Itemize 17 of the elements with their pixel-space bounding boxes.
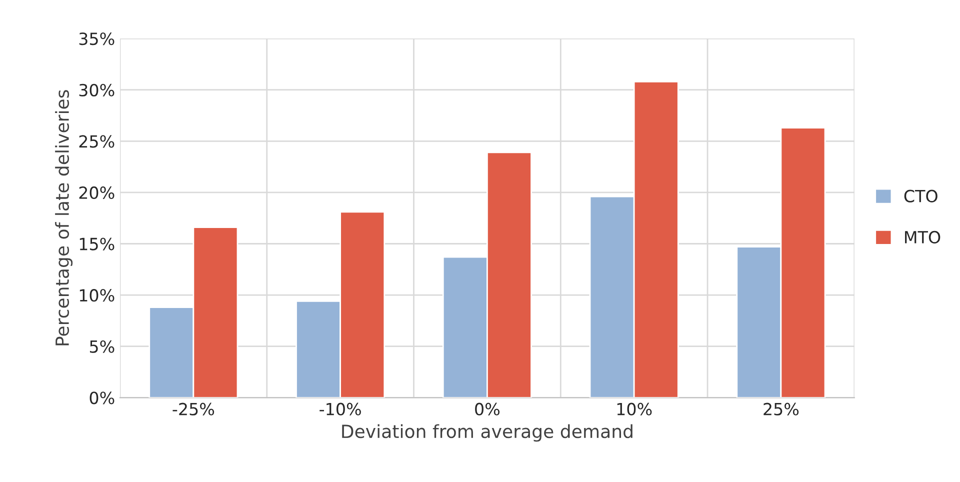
x-tick-label: 25% — [764, 402, 799, 416]
y-tick-label: 0% — [90, 392, 114, 404]
y-tick-label: 30% — [79, 84, 114, 96]
y-tick-label: 15% — [80, 238, 114, 250]
x-tick-label: -10% — [320, 402, 361, 416]
x-axis-title: Deviation from average demand — [342, 424, 632, 442]
y-tick-label: 10% — [80, 289, 114, 302]
legend-label: MTO — [905, 230, 940, 244]
x-tick-label: 0% — [475, 402, 500, 416]
y-tick-label: 20% — [79, 186, 114, 200]
legend-label: CTO — [904, 190, 938, 202]
y-tick-label: 5% — [90, 340, 114, 353]
y-tick-label: 25% — [79, 135, 114, 148]
x-tick-label: -25% — [172, 402, 214, 416]
y-axis-title: Percentage of late deliveries — [55, 90, 73, 346]
y-tick-label: 35% — [79, 32, 114, 46]
x-tick-label: 10% — [617, 402, 652, 416]
